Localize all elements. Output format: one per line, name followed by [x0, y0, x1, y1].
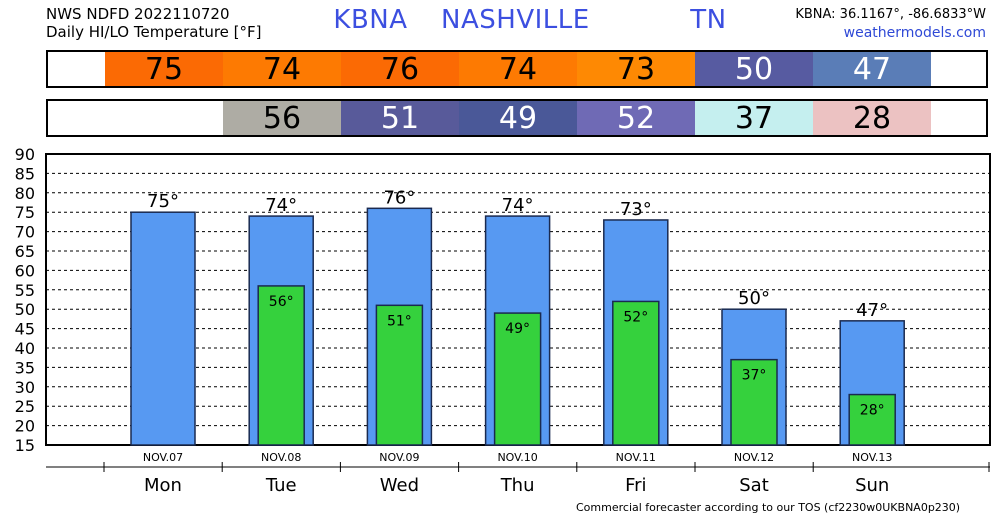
day-label: Fri	[625, 475, 646, 496]
y-tick-label: 85	[15, 164, 35, 183]
y-tick-label: 60	[15, 261, 35, 280]
hi-temp-cell: 75	[105, 52, 223, 87]
hi-bar-label: 73°	[620, 199, 652, 220]
date-label: NOV.11	[616, 451, 656, 464]
hi-bar-label: 47°	[856, 300, 888, 321]
day-label: Wed	[380, 475, 419, 496]
footer-note: Commercial forecaster according to our T…	[576, 501, 961, 514]
lo-bar-label: 51°	[387, 313, 412, 329]
lo-bar-label: 49°	[505, 321, 530, 337]
date-label: NOV.09	[379, 451, 419, 464]
lo-temp-cell: 51	[341, 101, 459, 136]
lo-temp-cell: 49	[459, 101, 577, 136]
hi-temp-cell: 47	[813, 52, 931, 87]
header-left: NWS NDFD 2022110720 Daily HI/LO Temperat…	[46, 5, 262, 41]
day-label: Thu	[500, 475, 535, 496]
y-tick-label: 65	[15, 242, 35, 261]
product-label: Daily HI/LO Temperature [°F]	[46, 23, 262, 41]
day-label: Sat	[739, 475, 769, 496]
lo-temp-strip: 56 51 49 52 37 28	[46, 99, 988, 137]
y-tick-label: 35	[15, 358, 35, 377]
lo-bar-label: 28°	[860, 403, 885, 419]
hi-bar-label: 74°	[265, 195, 297, 216]
lo-bar	[730, 358, 778, 446]
y-tick-label: 45	[15, 320, 35, 339]
lo-temp-cell: 52	[577, 101, 695, 136]
hi-temp-cell: 74	[223, 52, 341, 87]
y-tick-label: 75	[15, 203, 35, 222]
lo-bar	[612, 300, 660, 446]
hi-bar-label: 76°	[383, 187, 415, 208]
hi-bar-label: 50°	[738, 288, 770, 309]
coords-label: KBNA: 36.1167°, -86.6833°W	[795, 7, 986, 22]
lo-bar-label: 37°	[742, 368, 767, 384]
hi-temp-cell: 76	[341, 52, 459, 87]
y-tick-label: 30	[15, 378, 35, 397]
hi-bar	[130, 211, 196, 446]
station-title: KBNA NASHVILLE TN	[333, 5, 727, 35]
lo-bar	[257, 285, 305, 446]
hi-bar-label: 74°	[502, 195, 534, 216]
y-tick-label: 25	[15, 397, 35, 416]
run-label: NWS NDFD 2022110720	[46, 5, 230, 23]
lo-bar	[375, 304, 424, 446]
date-label: NOV.10	[497, 451, 537, 464]
hi-temp-cell: 74	[459, 52, 577, 87]
lo-temp-cell: 37	[695, 101, 813, 136]
y-tick-label: 20	[15, 417, 35, 436]
hi-temp-cell: 50	[695, 52, 813, 87]
y-tick-label: 40	[15, 339, 35, 358]
y-tick-label: 55	[15, 281, 35, 300]
date-label: NOV.07	[143, 451, 183, 464]
day-label: Tue	[265, 475, 297, 496]
date-label: NOV.12	[734, 451, 774, 464]
y-tick-label: 70	[15, 223, 35, 242]
header-right: KBNA: 36.1167°, -86.6833°W weathermodels…	[795, 5, 986, 43]
day-label: Sun	[855, 475, 889, 496]
y-tick-label: 50	[15, 300, 35, 319]
y-tick-label: 15	[15, 436, 35, 455]
lo-temp-cell: 28	[813, 101, 931, 136]
y-tick-label: 80	[15, 184, 35, 203]
hi-temp-cell: 73	[577, 52, 695, 87]
lo-bar-label: 56°	[269, 294, 294, 310]
lo-temp-cell	[105, 101, 223, 135]
y-tick-label: 90	[15, 145, 35, 164]
lo-bar	[848, 393, 896, 446]
date-label: NOV.13	[852, 451, 892, 464]
day-label: Mon	[144, 475, 182, 496]
lo-temp-cell: 56	[223, 101, 341, 136]
date-label: NOV.08	[261, 451, 301, 464]
hi-bar-label: 75°	[147, 191, 179, 212]
lo-bar-label: 52°	[623, 309, 648, 325]
site-link[interactable]: weathermodels.com	[843, 25, 986, 41]
hi-temp-strip: 75 74 76 74 73 50 47	[46, 50, 988, 88]
lo-bar	[493, 312, 542, 446]
